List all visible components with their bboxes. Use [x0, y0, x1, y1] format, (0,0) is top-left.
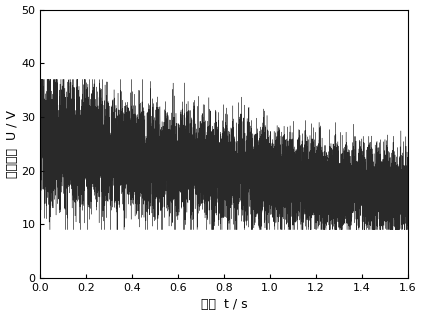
Y-axis label: 电弧电压  U / V: 电弧电压 U / V: [5, 110, 19, 178]
X-axis label: 时间  t / s: 时间 t / s: [201, 298, 247, 311]
